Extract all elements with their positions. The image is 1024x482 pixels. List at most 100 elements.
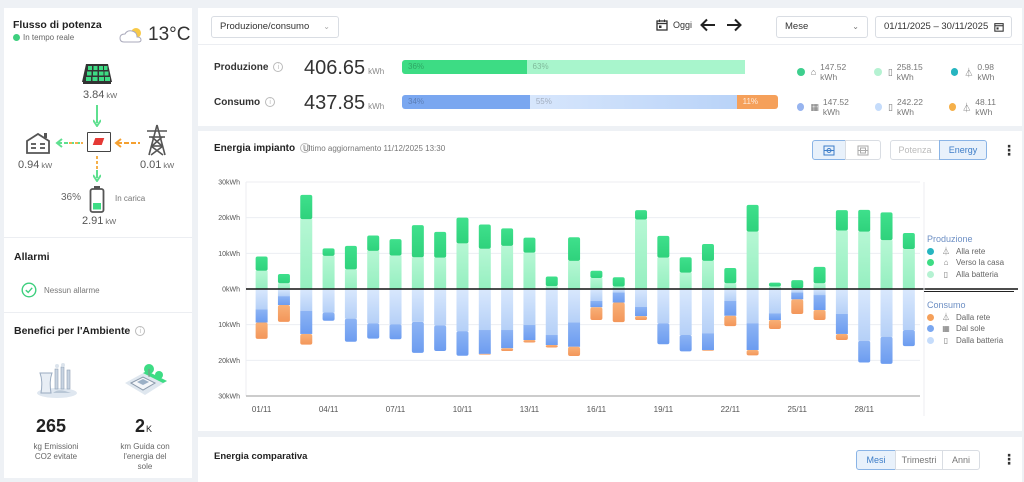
bar-dal-sole[interactable] <box>389 324 402 340</box>
bar-dal-sole[interactable] <box>724 300 737 316</box>
legend-item[interactable]: ▯ Alla batteria <box>927 270 998 279</box>
bar-dalla-batteria[interactable] <box>255 289 268 310</box>
bar-dalla-rete[interactable] <box>568 346 581 357</box>
bar-dal-sole[interactable] <box>858 340 871 363</box>
bar-dalla-rete[interactable] <box>590 307 603 321</box>
view-select[interactable]: Produzione/consumo ⌄ <box>211 16 339 38</box>
info-icon[interactable]: i <box>135 326 146 337</box>
bar-verso-la-casa[interactable] <box>411 225 424 258</box>
view-stacked-button[interactable] <box>812 140 846 160</box>
bar-alla-batteria[interactable] <box>835 230 848 289</box>
bar-dalla-rete[interactable] <box>612 302 625 323</box>
bar-verso-la-casa[interactable] <box>590 270 603 278</box>
bar-dalla-rete[interactable] <box>791 299 804 314</box>
bar-dal-sole[interactable] <box>679 335 692 352</box>
bar-dalla-batteria[interactable] <box>701 289 714 334</box>
bar-alla-batteria[interactable] <box>568 260 581 289</box>
bar-alla-batteria[interactable] <box>813 283 826 289</box>
bar-alla-batteria[interactable] <box>255 270 268 289</box>
bar-dal-sole[interactable] <box>434 325 447 352</box>
bar-dalla-batteria[interactable] <box>880 289 893 337</box>
info-icon[interactable]: i <box>273 62 284 73</box>
bar-dalla-batteria[interactable] <box>367 289 380 324</box>
bar-verso-la-casa[interactable] <box>300 194 313 220</box>
bar-dalla-rete[interactable] <box>701 349 714 351</box>
bar-dalla-rete[interactable] <box>545 344 558 348</box>
legend-item[interactable]: ▯ Dalla batteria <box>927 336 1003 345</box>
more-options-icon[interactable]: ⋮ <box>1002 142 1016 158</box>
bar-dalla-rete[interactable] <box>724 315 737 327</box>
bar-dalla-batteria[interactable] <box>768 289 781 314</box>
bar-dalla-batteria[interactable] <box>724 289 737 301</box>
bar-dalla-batteria[interactable] <box>344 289 357 319</box>
bar-alla-batteria[interactable] <box>612 286 625 289</box>
bar-alla-batteria[interactable] <box>322 255 335 289</box>
bar-dalla-batteria[interactable] <box>389 289 402 325</box>
info-icon[interactable]: i <box>265 97 276 108</box>
bar-alla-batteria[interactable] <box>277 283 290 289</box>
bar-verso-la-casa[interactable] <box>344 245 357 270</box>
bar-dal-sole[interactable] <box>568 322 581 347</box>
bar-verso-la-casa[interactable] <box>612 277 625 287</box>
bar-dal-sole[interactable] <box>880 336 893 364</box>
bar-alla-batteria[interactable] <box>746 231 759 289</box>
more-options-icon[interactable]: ⋮ <box>1002 451 1016 467</box>
today-button[interactable]: Oggi <box>656 19 692 31</box>
bar-alla-batteria[interactable] <box>434 257 447 289</box>
bar-verso-la-casa[interactable] <box>701 244 714 261</box>
bar-alla-batteria[interactable] <box>858 231 871 289</box>
bar-dalla-batteria[interactable] <box>434 289 447 326</box>
bar-dal-sole[interactable] <box>612 292 625 303</box>
bar-dalla-rete[interactable] <box>255 322 268 339</box>
legend-item[interactable]: ⌂ Verso la casa <box>927 258 1004 267</box>
bar-verso-la-casa[interactable] <box>456 217 469 244</box>
energy-button[interactable]: Energy <box>939 140 987 160</box>
bar-dal-sole[interactable] <box>300 310 313 334</box>
bar-verso-la-casa[interactable] <box>255 256 268 271</box>
bar-dalla-rete[interactable] <box>835 333 848 341</box>
bar-dal-sole[interactable] <box>701 333 714 350</box>
info-icon[interactable]: i <box>300 143 311 154</box>
bar-dal-sole[interactable] <box>791 292 804 300</box>
bar-alla-batteria[interactable] <box>880 240 893 289</box>
bar-verso-la-casa[interactable] <box>791 280 804 289</box>
bar-dal-sole[interactable] <box>255 309 268 323</box>
bar-dalla-batteria[interactable] <box>635 289 648 307</box>
bar-verso-la-casa[interactable] <box>724 267 737 284</box>
date-range-picker[interactable]: 01/11/2025 – 30/11/2025 <box>875 16 1012 38</box>
bar-dal-sole[interactable] <box>456 331 469 356</box>
bar-dal-sole[interactable] <box>835 313 848 334</box>
bar-dalla-rete[interactable] <box>768 320 781 329</box>
bar-alla-batteria[interactable] <box>300 219 313 289</box>
bar-verso-la-casa[interactable] <box>501 228 514 246</box>
bar-alla-batteria[interactable] <box>902 249 915 289</box>
bar-verso-la-casa[interactable] <box>322 248 335 256</box>
bar-dalla-batteria[interactable] <box>411 289 424 322</box>
legend-item[interactable]: ⏃ Alla rete <box>927 246 985 257</box>
bar-dal-sole[interactable] <box>813 295 826 311</box>
bar-alla-batteria[interactable] <box>724 283 737 289</box>
bar-dalla-batteria[interactable] <box>478 289 491 331</box>
bar-dal-sole[interactable] <box>902 330 915 347</box>
bar-dalla-rete[interactable] <box>501 348 514 352</box>
bar-verso-la-casa[interactable] <box>768 282 781 287</box>
bar-alla-batteria[interactable] <box>411 257 424 289</box>
bar-alla-batteria[interactable] <box>501 245 514 289</box>
bar-alla-batteria[interactable] <box>456 243 469 289</box>
bar-verso-la-casa[interactable] <box>858 209 871 232</box>
arrow-left-icon[interactable] <box>700 18 716 32</box>
period-select[interactable]: Mese ⌄ <box>776 16 868 38</box>
bar-dalla-batteria[interactable] <box>679 289 692 336</box>
bar-alla-batteria[interactable] <box>768 286 781 289</box>
bar-dalla-batteria[interactable] <box>657 289 670 324</box>
bar-verso-la-casa[interactable] <box>389 239 402 256</box>
bar-dalla-batteria[interactable] <box>813 289 826 296</box>
bar-alla-batteria[interactable] <box>478 248 491 289</box>
bar-verso-la-casa[interactable] <box>880 212 893 241</box>
bar-dal-sole[interactable] <box>746 323 759 350</box>
bar-dalla-batteria[interactable] <box>523 289 536 326</box>
bar-dal-sole[interactable] <box>478 330 491 354</box>
bar-verso-la-casa[interactable] <box>746 204 759 232</box>
bar-alla-batteria[interactable] <box>545 286 558 289</box>
bar-dalla-batteria[interactable] <box>277 289 290 297</box>
